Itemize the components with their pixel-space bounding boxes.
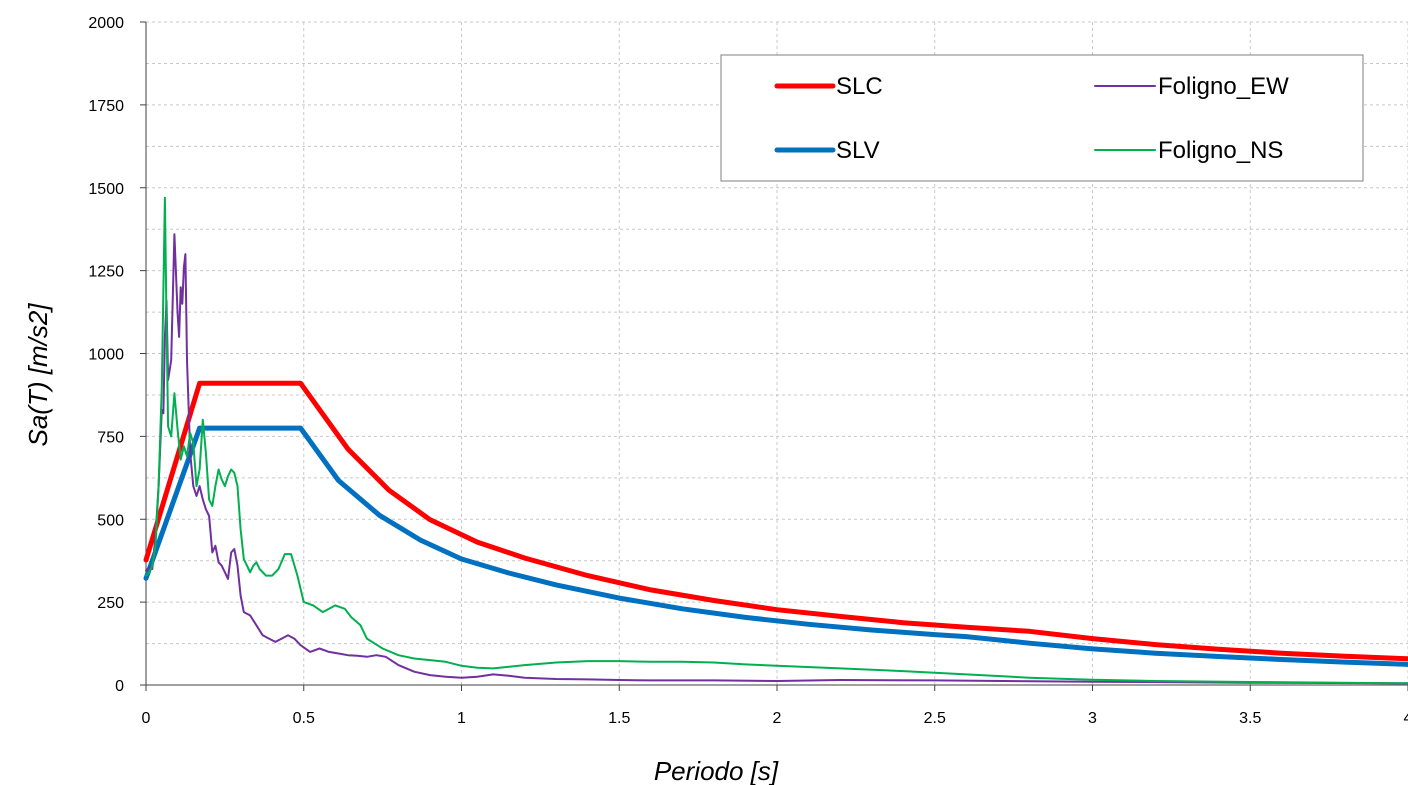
x-tick-label: 4: [1404, 710, 1408, 727]
y-axis-title: Sa(T) [m/s2]: [23, 303, 53, 447]
x-tick-label: 1.5: [608, 710, 630, 727]
x-axis-title: Periodo [s]: [654, 756, 779, 785]
legend-label-slc: SLC: [836, 73, 883, 100]
x-tick-label: 2.5: [924, 710, 946, 727]
y-tick-label: 750: [97, 429, 124, 446]
legend: SLC SLV Foligno_EW Foligno_NS: [721, 55, 1363, 181]
x-tick-label: 3.5: [1239, 710, 1261, 727]
y-tick-label: 2000: [88, 15, 124, 32]
x-tick-label: 0.5: [293, 710, 315, 727]
y-tick-label: 250: [97, 595, 124, 612]
x-tick-label: 3: [1088, 710, 1097, 727]
legend-label-foligno-ew: Foligno_EW: [1158, 73, 1289, 100]
y-tick-label: 1000: [88, 347, 124, 364]
series-line-foligno-ew: [146, 234, 1408, 683]
x-tick-label: 2: [773, 710, 782, 727]
x-tick-label: 1: [457, 710, 466, 727]
legend-label-slv: SLV: [836, 137, 880, 164]
y-tick-label: 1250: [88, 264, 124, 281]
x-tick-label: 0: [142, 710, 151, 727]
y-tick-label: 0: [115, 678, 124, 695]
legend-label-foligno-ns: Foligno_NS: [1158, 137, 1283, 164]
y-tick-label: 500: [97, 512, 124, 529]
y-tick-label: 1750: [88, 98, 124, 115]
y-tick-label: 1500: [88, 181, 124, 198]
